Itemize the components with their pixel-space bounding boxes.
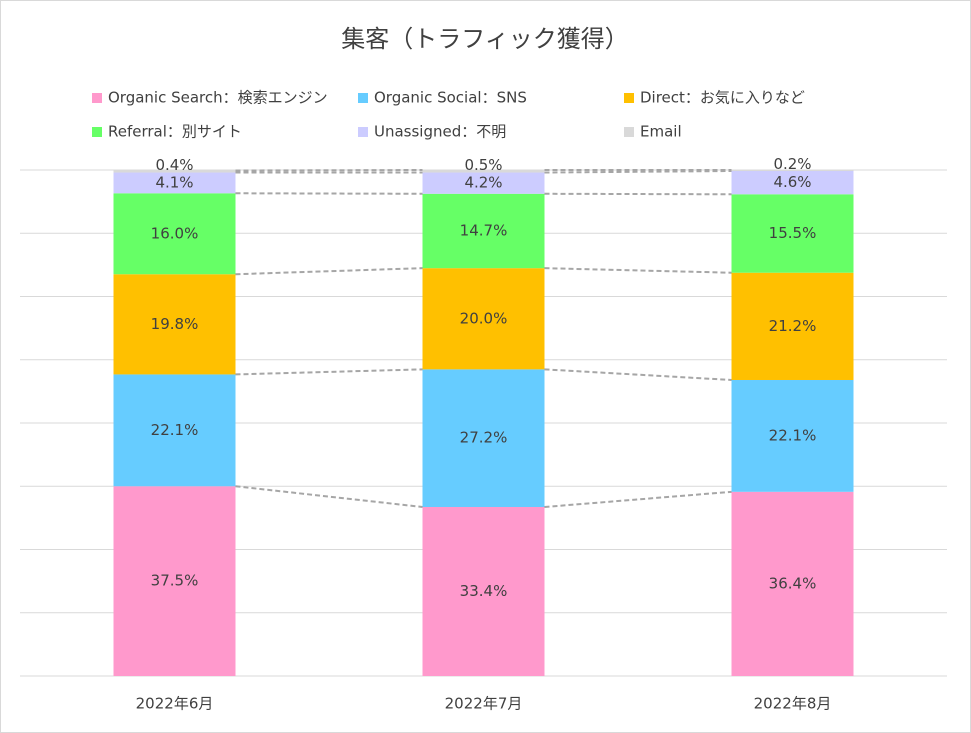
data-label: 4.1% [155, 173, 193, 191]
series-line [235, 485, 423, 508]
series-line [544, 267, 732, 274]
bar-segment [731, 194, 854, 273]
legend-swatch [624, 93, 634, 103]
bar-segment [422, 193, 545, 269]
series-line [235, 192, 423, 195]
bar-segment [113, 486, 236, 676]
x-tick-label: 2022年6月 [136, 695, 214, 713]
legend-swatch [358, 93, 368, 103]
legend-swatch [92, 127, 102, 137]
bar-segment [422, 268, 545, 370]
data-label: 21.2% [769, 317, 817, 335]
bar-segment [731, 379, 854, 492]
bar-segment [113, 193, 236, 275]
bar-segment [422, 369, 545, 507]
bar-segment [422, 170, 545, 173]
bar-segment [113, 374, 236, 487]
series-line [235, 368, 423, 376]
series-line [544, 192, 732, 196]
x-tick-label: 2022年8月 [754, 695, 832, 713]
data-label: 22.1% [769, 426, 817, 444]
legend-label: Referral：別サイト [108, 123, 242, 141]
data-label: 22.1% [151, 421, 199, 439]
data-label: 15.5% [769, 224, 817, 242]
legend-swatch [358, 127, 368, 137]
data-label: 20.0% [460, 309, 508, 327]
data-label: 4.6% [773, 173, 811, 191]
data-label: 16.0% [151, 224, 199, 242]
data-label: 14.7% [460, 221, 508, 239]
bar-segment [422, 172, 545, 194]
series-line [544, 170, 732, 174]
data-label: 37.5% [151, 572, 199, 590]
bar-segment [731, 491, 854, 676]
legend-label: Direct：お気に入りなど [640, 89, 805, 107]
data-label: 36.4% [769, 574, 817, 592]
data-label: 27.2% [460, 429, 508, 447]
bar-segment [422, 506, 545, 676]
bar-segment [731, 170, 854, 172]
series-line [544, 490, 732, 508]
bar-segment [731, 171, 854, 195]
data-label: 4.2% [464, 174, 502, 192]
legend-label: Organic Social：SNS [374, 89, 527, 107]
legend-label: Unassigned：不明 [374, 123, 506, 141]
series-line [235, 169, 423, 172]
data-label: 0.5% [464, 156, 502, 174]
bar-segment [731, 272, 854, 380]
legend-swatch [92, 93, 102, 103]
legend-label: Organic Search：検索エンジン [108, 89, 328, 107]
chart-title: 集客（トラフィック獲得） [341, 25, 629, 53]
legend-label: Email [640, 123, 682, 141]
bar-segment [113, 170, 236, 173]
legend-swatch [624, 127, 634, 137]
data-label: 0.2% [773, 155, 811, 173]
x-tick-label: 2022年7月 [445, 695, 523, 713]
bar-segment [113, 274, 236, 375]
bar-segment [113, 172, 236, 194]
data-label: 33.4% [460, 582, 508, 600]
series-line [235, 267, 423, 276]
series-line [544, 368, 732, 381]
data-label: 19.8% [151, 315, 199, 333]
data-label: 0.4% [155, 156, 193, 174]
